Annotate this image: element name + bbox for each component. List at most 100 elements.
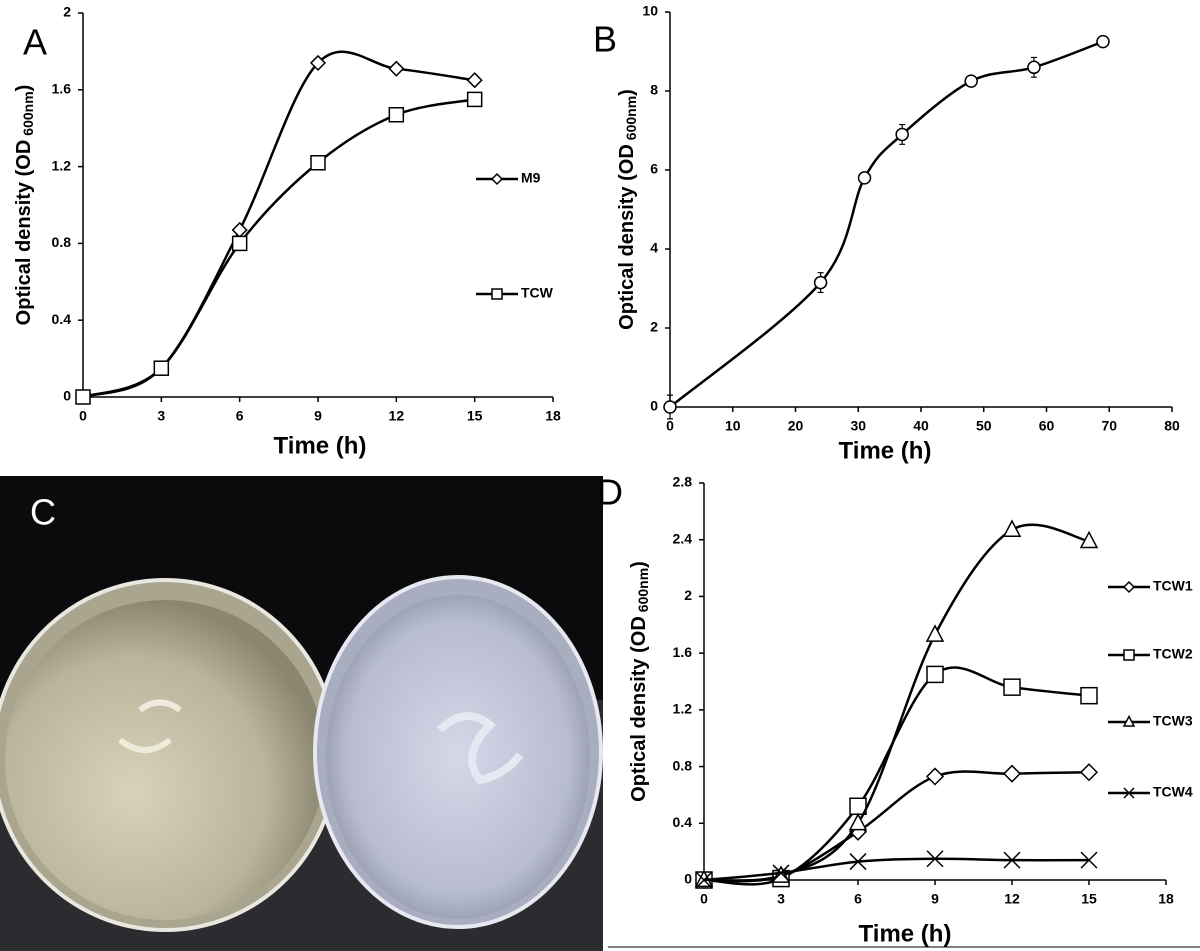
x-tick-label: 9	[931, 891, 939, 907]
legend-label: TCW	[521, 285, 554, 301]
x-axis-title: Time (h)	[839, 437, 932, 464]
series-line	[82, 98, 475, 399]
marker	[926, 850, 944, 868]
x-axis-title: Time (h)	[859, 920, 952, 947]
chart: B 0 10 20 30 40 50 60 70 80 0 2 4 6 8 10 Time (h) Optical…	[593, 3, 1180, 465]
marker	[1079, 530, 1099, 549]
marker	[926, 665, 944, 684]
x-tick-label: 12	[389, 408, 405, 424]
y-tick-label: 6	[650, 161, 658, 177]
x-tick-label: 70	[1101, 418, 1117, 434]
y-tick-label: 0.4	[673, 814, 693, 830]
x-tick-label: 15	[1081, 891, 1097, 907]
y-axis-title-suffix: )	[616, 89, 638, 96]
marker	[849, 853, 867, 871]
marker	[388, 60, 405, 77]
y-tick-label: 2	[650, 319, 658, 335]
marker	[1002, 519, 1022, 537]
y-tick-label: 8	[650, 82, 658, 98]
agar-plate	[326, 595, 590, 919]
y-axis-title-text: Optical density (OD	[616, 144, 638, 330]
y-axis-title-subscript: 600nm	[635, 568, 651, 612]
legend-marker	[1122, 714, 1136, 727]
marker	[663, 400, 677, 414]
y-axis-title-subscript: 600nm	[623, 96, 639, 140]
marker	[388, 107, 405, 123]
x-tick-label: 30	[850, 418, 866, 434]
y-tick-label: 0.8	[673, 757, 693, 773]
series-line	[703, 857, 1090, 882]
series-line	[703, 666, 1090, 886]
colony-streak	[118, 699, 182, 753]
y-axis-title-suffix: )	[628, 561, 650, 568]
y-axis-title-subscript: 600nm	[20, 91, 36, 135]
chart: D 0 3 6 9 12 15 18 0 0.4 0.8 1.2 1.6 2 2.4 2.8 Time (h) O…	[597, 472, 1193, 948]
series-line	[703, 770, 1090, 882]
marker	[231, 221, 248, 239]
marker	[925, 767, 945, 786]
marker	[310, 155, 326, 171]
y-tick-label: 1.2	[673, 701, 693, 717]
marker	[1003, 851, 1021, 869]
legend-marker	[490, 172, 504, 186]
x-tick-label: 9	[314, 408, 322, 424]
colony-streak	[437, 712, 524, 785]
legend-marker	[1123, 787, 1135, 799]
x-tick-label: 6	[236, 408, 244, 424]
x-tick-label: 15	[467, 408, 483, 424]
y-tick-label: 1.6	[673, 644, 693, 660]
marker	[1096, 34, 1110, 49]
marker	[848, 812, 868, 831]
x-tick-label: 80	[1164, 418, 1180, 434]
marker	[466, 91, 483, 108]
legend-label: TCW4	[1153, 784, 1193, 800]
marker	[1002, 764, 1022, 783]
y-tick-label: 0.8	[52, 234, 72, 250]
marker	[1003, 678, 1021, 696]
legend-label: M9	[521, 170, 541, 186]
x-tick-label: 40	[913, 418, 929, 434]
y-tick-label: 1.2	[52, 157, 72, 173]
marker	[925, 624, 945, 642]
x-tick-label: 18	[545, 408, 561, 424]
legend-label: TCW3	[1153, 713, 1193, 729]
marker	[695, 871, 713, 889]
y-tick-label: 0	[650, 398, 658, 414]
x-tick-label: 0	[666, 418, 674, 434]
x-tick-label: 6	[854, 891, 862, 907]
y-tick-label: 2.8	[673, 474, 693, 490]
marker	[813, 275, 828, 290]
y-axis-title-text: Optical density (OD	[628, 616, 650, 802]
x-tick-label: 60	[1039, 418, 1055, 434]
marker	[75, 389, 91, 405]
chart: A 0 3 6 9 12 15 18 0 0.4 0.8 1.2 1.6 2 Time (h) Optical…	[13, 4, 561, 460]
x-tick-label: 12	[1004, 891, 1020, 907]
marker	[1027, 60, 1041, 75]
panel-label: C	[30, 492, 56, 533]
y-axis-title-suffix: )	[13, 85, 35, 92]
photo-panel: C	[0, 476, 603, 951]
marker	[772, 864, 790, 882]
y-tick-label: 0	[63, 388, 71, 404]
y-tick-label: 0	[684, 871, 692, 887]
y-axis-title: Optical density (OD 600nm)	[13, 85, 35, 326]
x-tick-label: 3	[777, 891, 785, 907]
y-axis-title: Optical density (OD 600nm)	[616, 89, 638, 330]
x-tick-label: 18	[1158, 891, 1174, 907]
marker	[857, 171, 872, 185]
series-line	[703, 523, 1090, 883]
panel-label: D	[597, 472, 623, 513]
legend-marker	[491, 288, 503, 300]
series-line	[82, 50, 475, 399]
x-tick-label: 20	[788, 418, 804, 434]
marker	[964, 74, 978, 88]
y-tick-label: 10	[642, 3, 658, 19]
y-tick-label: 2	[684, 587, 692, 603]
marker	[895, 127, 909, 142]
marker	[153, 360, 170, 376]
legend-label: TCW2	[1153, 646, 1193, 662]
legend-label: TCW1	[1153, 578, 1193, 594]
x-tick-label: 3	[157, 408, 165, 424]
x-axis-title: Time (h)	[274, 432, 367, 459]
